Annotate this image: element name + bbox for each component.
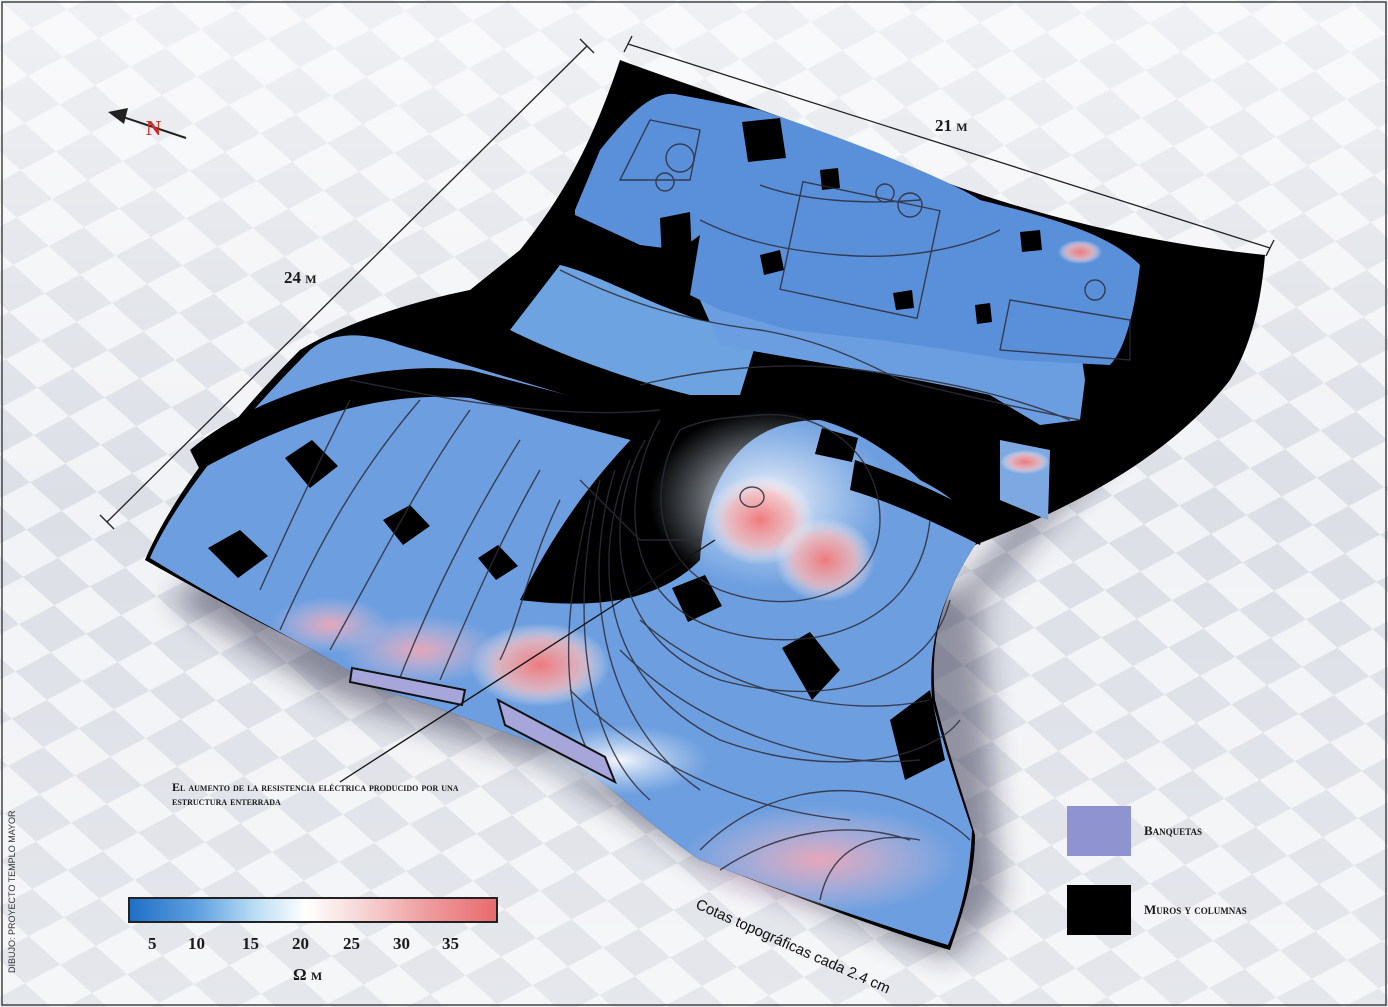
colorbar-tick: 35 [442, 934, 459, 953]
colorbar-tick: 30 [393, 934, 410, 953]
north-label: N [146, 116, 162, 140]
dimension-label-top: 21 m [935, 116, 968, 135]
colorbar-tick: 15 [242, 934, 259, 953]
north-arrow-icon [108, 108, 187, 139]
legend-label-muros: Muros y columnas [1144, 902, 1247, 917]
legend-swatch-muros [1067, 885, 1131, 935]
legend-label-banquetas: Banquetas [1144, 823, 1203, 838]
colorbar-unit: Ω m [293, 965, 323, 984]
annotation-leader [339, 539, 716, 783]
dimension-label-side: 24 m [284, 268, 317, 287]
colorbar-tick: 10 [188, 934, 205, 953]
dimension-lines [99, 35, 1275, 530]
colorbar-tick: 20 [292, 934, 309, 953]
credit-text: DIBUJO: PROYECTO TEMPLO MAYOR [7, 810, 17, 973]
columns [190, 118, 1042, 780]
contour-lines [259, 119, 1131, 901]
colorbar-tick: 5 [148, 934, 157, 953]
legend-swatch-banquetas [1067, 806, 1131, 856]
colorbar-tick: 25 [343, 934, 360, 953]
annotation-text: El aumento de la resistencia eléctrica p… [172, 780, 459, 808]
colorbar [128, 897, 498, 923]
